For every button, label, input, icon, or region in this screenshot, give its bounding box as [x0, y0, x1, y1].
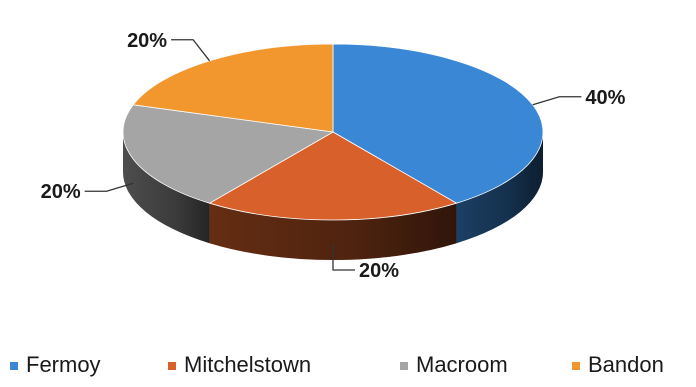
data-labels: 40% 20% 20% 20% — [41, 30, 626, 282]
legend-label-fermoy: Fermoy — [26, 352, 101, 377]
side-fermoy-shade — [456, 132, 543, 244]
legend: Fermoy Mitchelstown Macroom Bandon — [10, 352, 664, 377]
leader-line-mitchelstown — [332, 244, 355, 271]
slice-fermoy — [332, 43, 544, 204]
legend-label-macroom: Macroom — [416, 352, 508, 377]
leader-line-bandon — [171, 39, 211, 62]
legend-label-mitchelstown: Mitchelstown — [184, 352, 311, 377]
pie-slices — [122, 43, 544, 221]
legend-swatch-fermoy — [10, 362, 18, 370]
leader-line-fermoy — [532, 96, 582, 106]
data-label-mitchelstown: 20% — [359, 260, 399, 282]
side-macroom-shade — [123, 132, 210, 244]
data-label-fermoy: 40% — [585, 87, 625, 109]
data-label-bandon: 20% — [127, 30, 167, 52]
legend-label-bandon: Bandon — [588, 352, 664, 377]
slice-macroom — [122, 104, 335, 204]
pie-sides — [123, 132, 543, 260]
leader-lines — [84, 39, 582, 271]
side-mitchelstown-shade — [209, 203, 457, 260]
leader-line-macroom — [84, 182, 134, 192]
data-label-macroom: 20% — [41, 181, 81, 203]
legend-swatch-macroom — [400, 362, 408, 370]
slice-mitchelstown — [208, 131, 458, 221]
legend-swatch-mitchelstown — [168, 362, 176, 370]
legend-swatch-bandon — [572, 362, 580, 370]
